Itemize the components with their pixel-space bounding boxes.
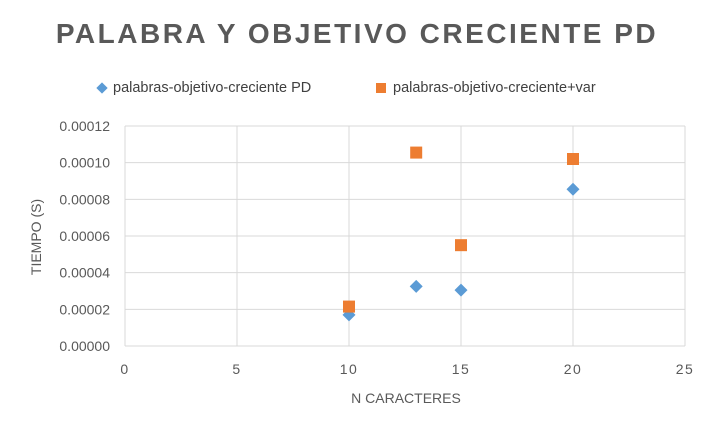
x-tick-label: 5: [232, 361, 241, 377]
y-tick-label: 0.00000: [59, 338, 110, 354]
point-series-2: [343, 300, 355, 313]
point-series-2: [567, 153, 579, 165]
legend-entry-series-2: palabras-objetivo-creciente+var: [376, 78, 596, 98]
legend: palabras-objetivo-creciente PD palabras-…: [0, 78, 714, 98]
grid-lines: [124, 125, 686, 347]
y-axis-title: TIEMPO (S): [28, 199, 44, 275]
x-tick-label: 25: [676, 361, 695, 377]
point-series-2: [410, 146, 423, 159]
y-tick-label: 0.00004: [59, 265, 110, 281]
y-tick-label: 0.00012: [59, 118, 110, 134]
data-points: [342, 146, 580, 322]
point-series-1: [454, 283, 468, 297]
point-series-1: [409, 279, 423, 293]
point-series-1: [566, 182, 580, 196]
x-tick-label: 0: [120, 361, 129, 377]
y-tick-label: 0.00010: [59, 155, 110, 171]
legend-marker-square: [376, 83, 386, 93]
x-tick-label: 20: [564, 361, 583, 377]
tick-labels: 0 5 10 15 20 25 0.00000 0.00002 0.00004 0.00006 0.…: [59, 118, 695, 377]
legend-label-series-2: palabras-objetivo-creciente+var: [393, 80, 596, 96]
x-axis-title: N CARACTERES: [351, 390, 461, 406]
x-tick-label: 15: [452, 361, 471, 377]
chart-title: PALABRA Y OBJETIVO CRECIENTE PD: [55, 18, 659, 49]
y-tick-label: 0.00008: [59, 191, 110, 207]
y-tick-label: 0.00002: [59, 301, 110, 317]
x-tick-label: 10: [340, 361, 359, 377]
y-tick-label: 0.00006: [59, 228, 110, 244]
point-series-2: [455, 239, 467, 252]
legend-entry-series-1: palabras-objetivo-creciente PD: [96, 78, 312, 98]
legend-label-series-1: palabras-objetivo-creciente PD: [113, 80, 312, 96]
